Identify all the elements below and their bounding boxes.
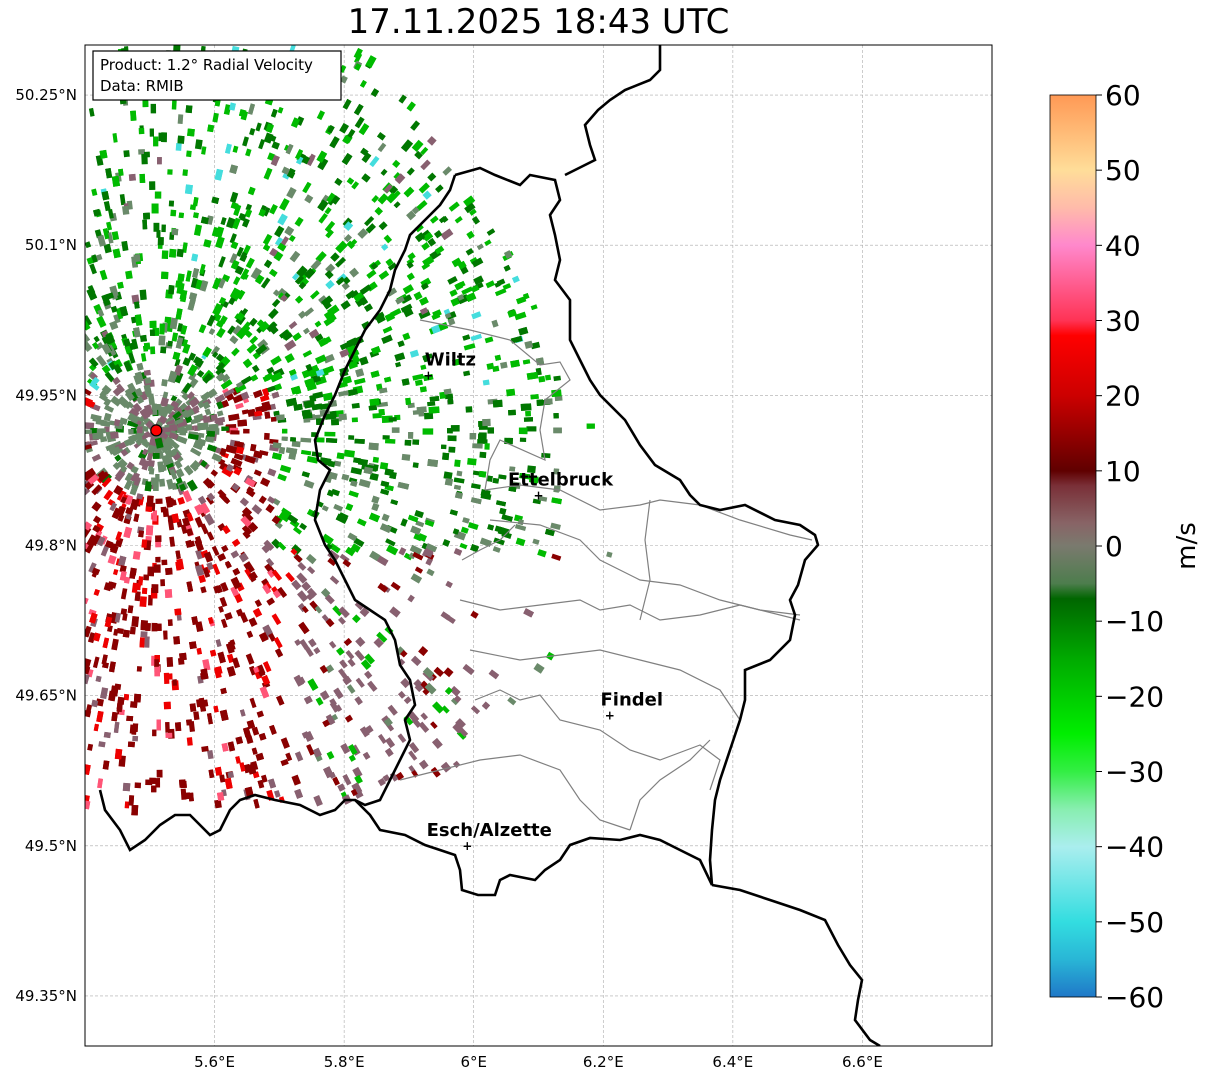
lat-tick-label: 50.1°N bbox=[25, 236, 77, 254]
canton-line-mondorf bbox=[629, 739, 711, 831]
latitude-tick-labels: 50.25°N 50.1°N 49.95°N 49.8°N 49.65°N 49.5°N 4… bbox=[15, 86, 77, 1005]
lat-tick-label: 50.25°N bbox=[15, 86, 77, 104]
info-box-frame bbox=[92, 50, 342, 101]
map-title: 17.11.2025 18:43 UTC bbox=[347, 2, 730, 42]
info-box: Product: 1.2° Radial Velocity Data: RMIB bbox=[92, 50, 342, 101]
lat-tick-label: 49.35°N bbox=[15, 987, 77, 1005]
info-product: Product: 1.2° Radial Velocity bbox=[100, 56, 313, 74]
city-label: Findel bbox=[600, 690, 663, 711]
lon-tick-label: 5.8°E bbox=[324, 1053, 365, 1071]
canton-line-south bbox=[474, 689, 721, 791]
longitude-tick-labels: 5.6°E 5.8°E 6°E 6.2°E 6.4°E 6.6°E bbox=[194, 1053, 883, 1071]
lat-tick-label: 49.65°N bbox=[15, 687, 77, 705]
colorbar-tick-label: 30 bbox=[1105, 305, 1141, 338]
colorbar-ticks: 60 50 40 30 20 10 0 −10 −20 −30 −40 −50 −60 bbox=[1096, 79, 1164, 1014]
national-border bbox=[98, 45, 881, 1046]
lat-tick-label: 49.5°N bbox=[25, 837, 77, 855]
canton-line-west bbox=[461, 524, 516, 561]
canton-line-grev bbox=[639, 499, 651, 621]
colorbar-tick-label: −40 bbox=[1105, 831, 1164, 864]
colorbar-tick-label: 20 bbox=[1105, 380, 1141, 413]
canton-line-mersch bbox=[459, 599, 801, 621]
city-label: Esch/Alzette bbox=[427, 820, 552, 841]
lon-tick-label: 6°E bbox=[460, 1053, 487, 1071]
border-germany-east bbox=[564, 45, 662, 177]
canton-line-north bbox=[419, 319, 571, 491]
lon-tick-label: 6.4°E bbox=[712, 1053, 753, 1071]
border-luxembourg-north-west bbox=[313, 174, 457, 807]
colorbar-tick-label: 60 bbox=[1105, 79, 1141, 112]
colorbar-tick-label: −10 bbox=[1105, 605, 1164, 638]
city-layer: +Wiltz+Ettelbruck+Findel+Esch/Alzette bbox=[423, 349, 663, 852]
canton-boundaries bbox=[399, 319, 813, 831]
city-marker: + bbox=[462, 839, 472, 853]
colorbar-tick-label: −30 bbox=[1105, 756, 1164, 789]
radar-echoes bbox=[85, 45, 613, 816]
colorbar-tick-label: 40 bbox=[1105, 229, 1141, 262]
colorbar: 60 50 40 30 20 10 0 −10 −20 −30 −40 −50 −60 m/s bbox=[1049, 79, 1202, 1014]
colorbar-tick-label: 10 bbox=[1105, 455, 1141, 488]
lat-tick-label: 49.8°N bbox=[25, 537, 77, 555]
lon-tick-label: 6.6°E bbox=[842, 1053, 883, 1071]
canton-line-esch bbox=[399, 754, 631, 831]
colorbar-bar bbox=[1049, 94, 1097, 998]
city-marker: + bbox=[533, 488, 543, 502]
canton-line-lux bbox=[469, 649, 741, 721]
colorbar-label: m/s bbox=[1172, 522, 1202, 570]
radar-site-marker bbox=[150, 424, 163, 437]
plot-frame bbox=[84, 44, 993, 1047]
city-label: Wiltz bbox=[425, 349, 476, 370]
city-marker: + bbox=[423, 368, 433, 382]
city-label: Ettelbruck bbox=[508, 469, 614, 490]
border-southeast bbox=[711, 883, 881, 1046]
colorbar-tick-label: −50 bbox=[1105, 906, 1164, 939]
lon-tick-label: 5.6°E bbox=[194, 1053, 235, 1071]
city-marker: + bbox=[605, 709, 615, 723]
colorbar-tick-label: 50 bbox=[1105, 154, 1141, 187]
colorbar-tick-label: 0 bbox=[1105, 530, 1123, 563]
colorbar-tick-label: −20 bbox=[1105, 680, 1164, 713]
info-data: Data: RMIB bbox=[100, 77, 184, 95]
colorbar-tick-label: −60 bbox=[1105, 981, 1164, 1014]
lon-tick-label: 6.2°E bbox=[583, 1053, 624, 1071]
lat-tick-label: 49.95°N bbox=[15, 386, 77, 404]
